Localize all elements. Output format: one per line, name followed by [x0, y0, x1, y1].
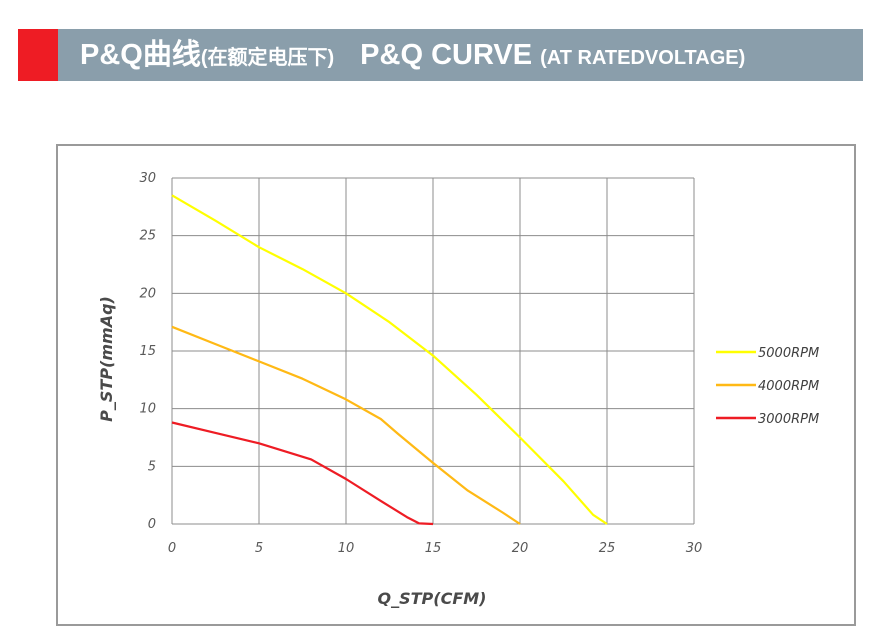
- title-en: P&Q CURVE: [360, 39, 533, 71]
- y-axis-title: P_STP(mmAq): [97, 296, 116, 422]
- chart-legend: 5000RPM 4000RPM 3000RPM: [716, 346, 819, 427]
- y-tick-label: 0: [148, 517, 156, 532]
- series-line-4000rpm: [171, 325, 521, 525]
- x-tick-label: 10: [338, 541, 355, 556]
- x-tick-label: 25: [599, 541, 616, 556]
- page-title: P&Q曲线(在额定电压下) P&Q CURVE (AT RATEDVOLTAGE): [80, 29, 745, 81]
- x-tick-label: 5: [255, 541, 263, 556]
- legend-label: 3000RPM: [758, 412, 819, 427]
- y-tick-label: 20: [139, 286, 156, 301]
- title-en-sub: (AT RATEDVOLTAGE): [540, 47, 746, 69]
- chart-series: [171, 194, 608, 526]
- x-axis-title: Q_STP(CFM): [378, 589, 487, 608]
- legend-label: 5000RPM: [758, 346, 819, 361]
- x-tick-label: 15: [425, 541, 442, 556]
- x-tick-label: 0: [168, 541, 176, 556]
- legend-label: 4000RPM: [758, 379, 819, 394]
- series-line-5000rpm: [171, 194, 608, 525]
- header-accent-block: [18, 29, 58, 81]
- y-tick-label: 10: [139, 402, 156, 417]
- chart-grid: [171, 177, 695, 525]
- y-tick-label: 30: [139, 171, 156, 186]
- title-cn: P&Q曲线: [80, 39, 201, 71]
- x-tick-label: 20: [512, 541, 529, 556]
- y-tick-label: 5: [148, 459, 156, 474]
- header-banner: P&Q曲线(在额定电压下) P&Q CURVE (AT RATEDVOLTAGE): [18, 29, 863, 81]
- x-tick-label: 30: [686, 541, 703, 556]
- series-line-3000rpm: [171, 421, 434, 526]
- y-tick-label: 25: [139, 229, 156, 244]
- y-tick-label: 15: [139, 344, 156, 359]
- title-cn-sub: (在额定电压下): [200, 47, 335, 69]
- chart-ticks: 0 5 10 15 20 25 30 0 5 10 15 20 25 30: [139, 171, 702, 556]
